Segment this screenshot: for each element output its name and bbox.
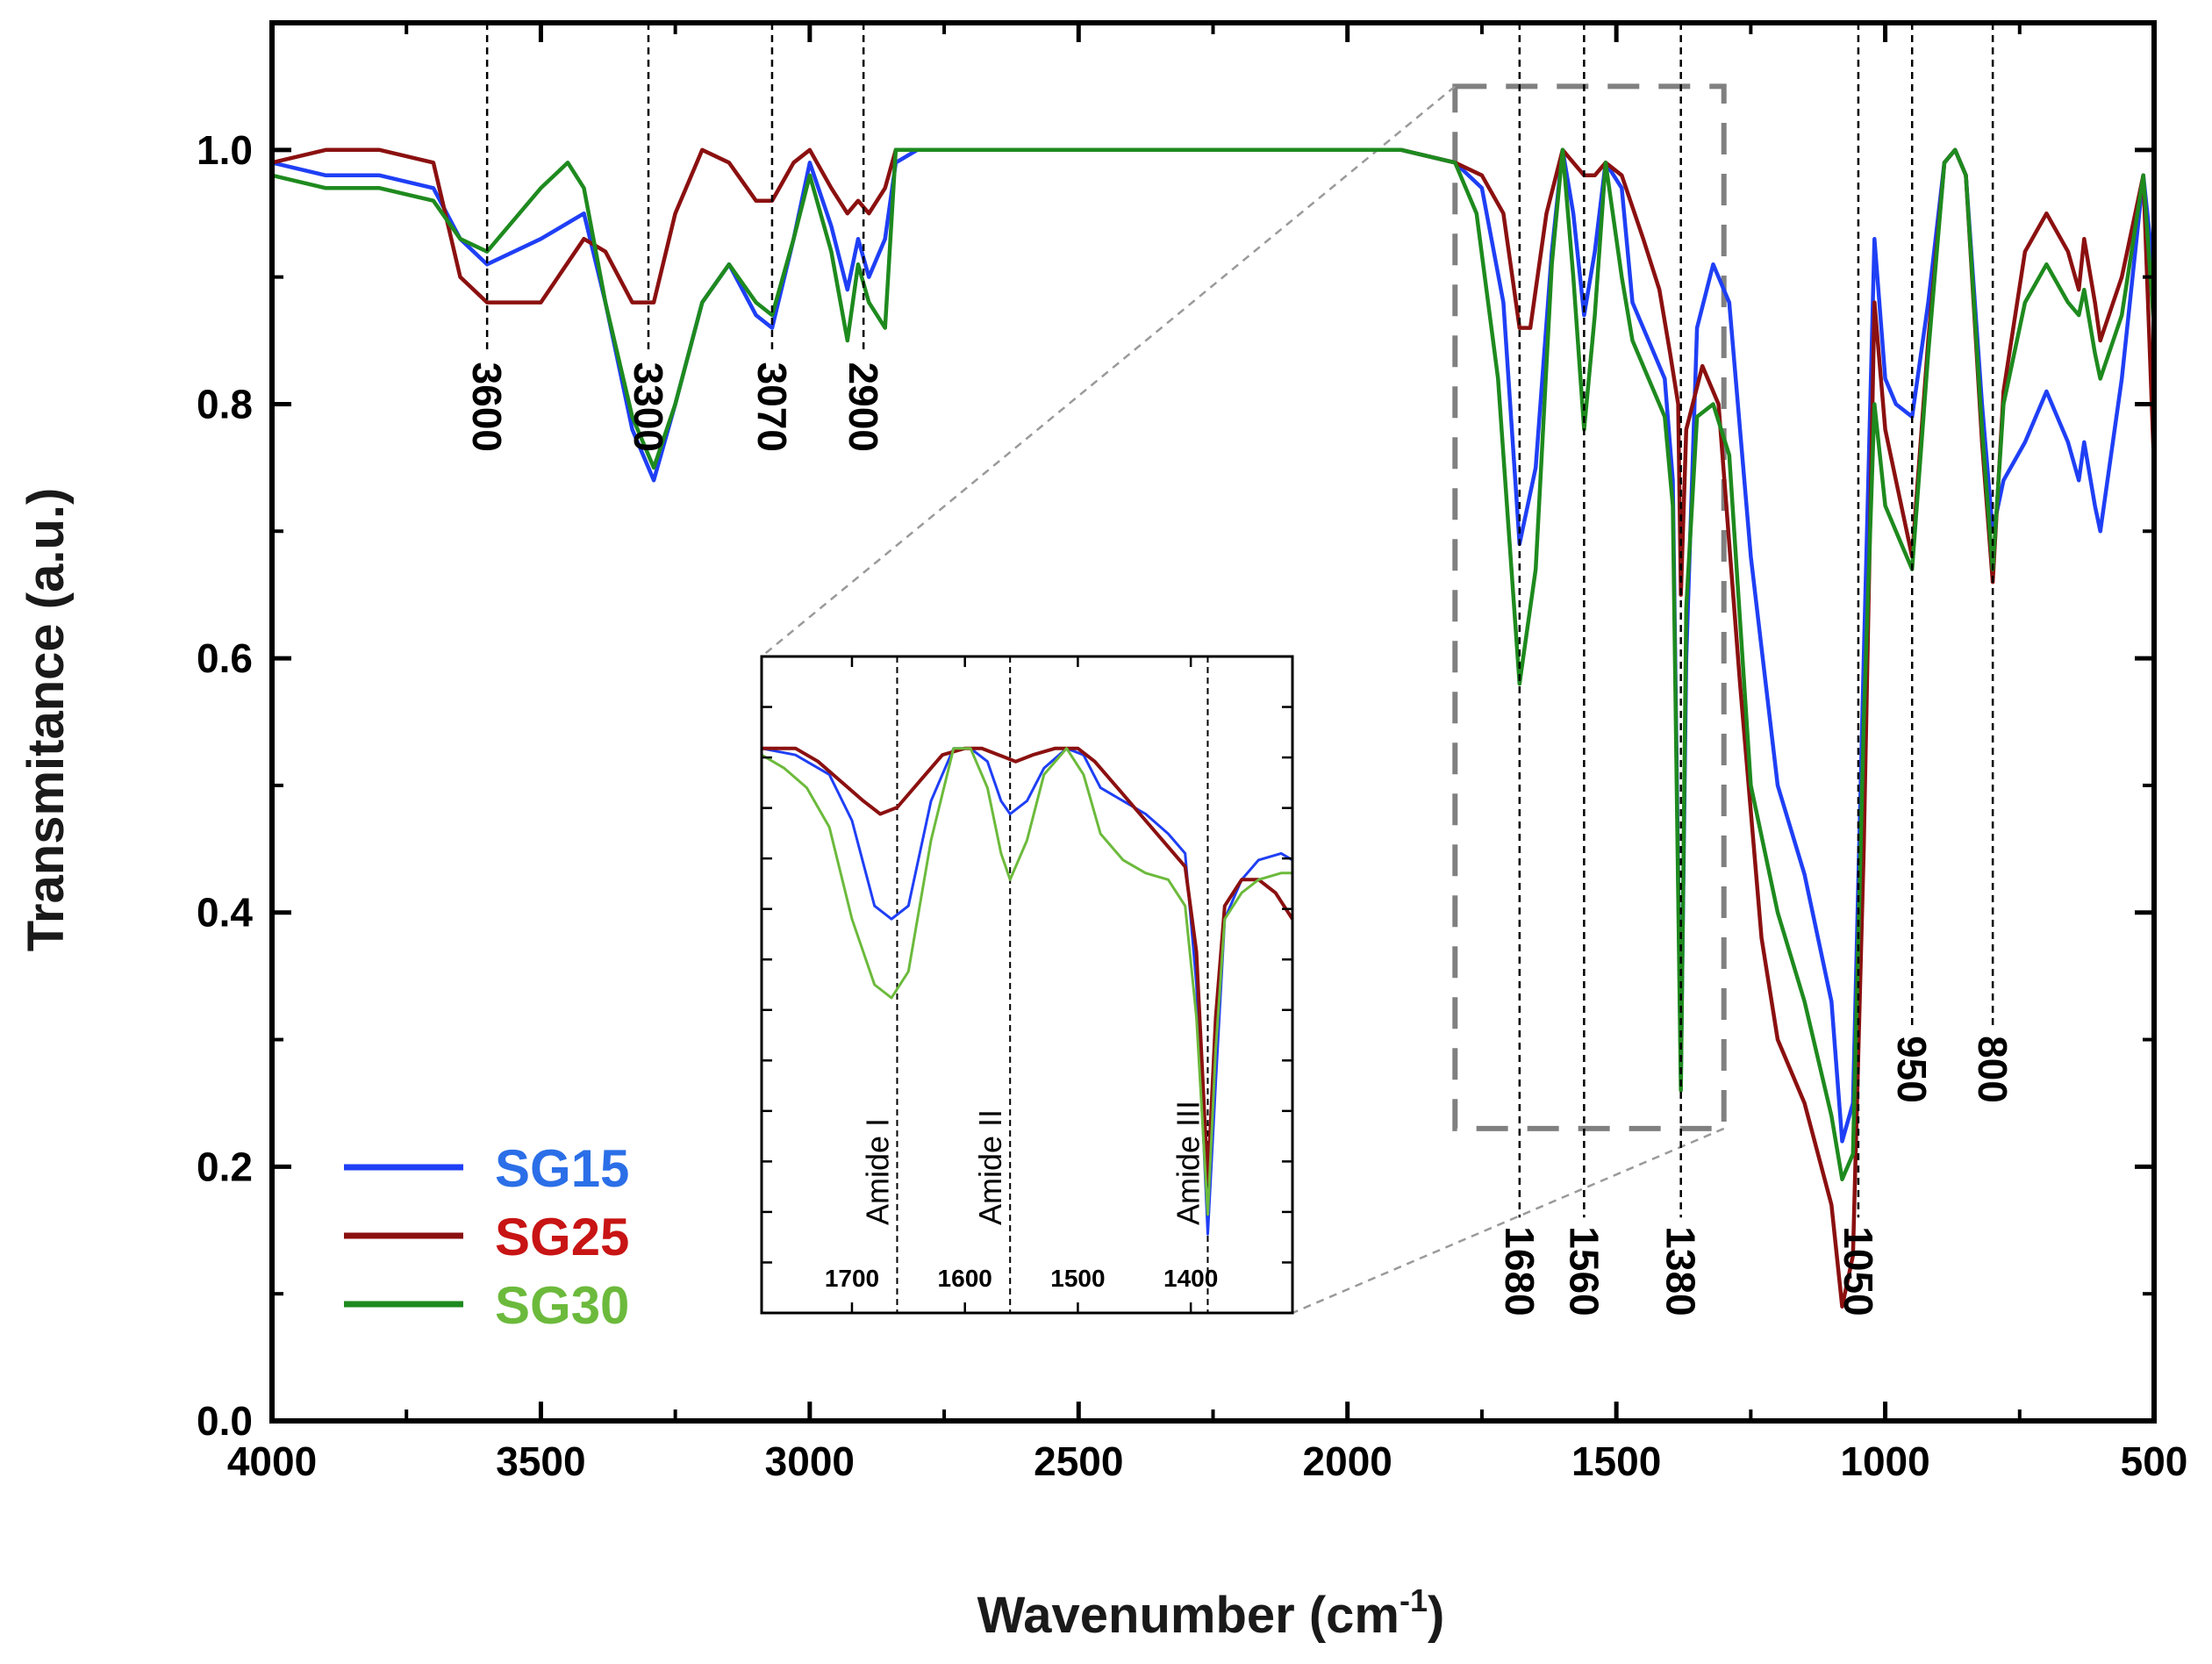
peak-label-1380: 1380: [1658, 1226, 1704, 1316]
inset-tick-group: 1700 1600 1500 1400: [762, 656, 1292, 1313]
peak-marker-group: 3600 3300 3070 2900 1680 1560 1380 1050 950 800: [464, 23, 2015, 1316]
x-tick-label-2000: 2000: [1303, 1438, 1392, 1484]
main-series-group: [271, 147, 2157, 1309]
series-line-sg30: [271, 147, 2157, 1182]
legend-label-sg15: SG15: [495, 1139, 629, 1198]
amide-label-amide-ii: Amide II: [972, 1109, 1008, 1225]
zoom-box-group: [761, 83, 1727, 1315]
inset-series-line-sg15: [761, 747, 1293, 1236]
zoom-link-top: [761, 85, 1457, 657]
x-tick-label-3000: 3000: [765, 1438, 855, 1484]
inset-frame: [760, 655, 1294, 1315]
inset-marker-group: Amide I Amide II Amide III: [859, 656, 1209, 1313]
peak-label-3070: 3070: [749, 362, 795, 452]
x-tick-label-3500: 3500: [496, 1438, 585, 1484]
y-tick-label-0.4: 0.4: [197, 890, 253, 936]
axis-tick-group: 4000 3500 3000 2500 2000 1500 1000 500 0.0 0.2 0.4…: [197, 23, 2187, 1484]
amide-label-amide-iii: Amide III: [1170, 1101, 1206, 1225]
legend-label-sg25: SG25: [495, 1208, 629, 1266]
inset-x-tick-label-1500: 1500: [1050, 1265, 1105, 1292]
y-tick-label-0.0: 0.0: [197, 1398, 253, 1444]
x-tick-label-1500: 1500: [1571, 1438, 1661, 1484]
inset-series-line-sg25: [762, 746, 1294, 1184]
peak-label-800: 800: [1970, 1036, 2015, 1103]
peak-label-3300: 3300: [626, 362, 671, 452]
peak-label-3600: 3600: [464, 362, 510, 452]
peak-label-2900: 2900: [841, 362, 886, 452]
legend: SG15 SG25 SG30: [344, 1139, 629, 1335]
inset-background: [762, 656, 1292, 1313]
x-tick-label-1000: 1000: [1840, 1438, 1929, 1484]
inset-series-line-sg30: [761, 747, 1292, 1216]
x-tick-label-500: 500: [2121, 1438, 2188, 1484]
amide-label-amide-i: Amide I: [859, 1118, 895, 1225]
x-tick-label-4000: 4000: [227, 1438, 317, 1484]
x-tick-label-2500: 2500: [1034, 1438, 1123, 1484]
y-tick-label-0.2: 0.2: [197, 1144, 253, 1189]
inset-series-group: [761, 746, 1294, 1236]
y-axis-title: Transmitance (a.u.): [18, 488, 75, 952]
inset-x-tick-label-1400: 1400: [1163, 1265, 1218, 1292]
legend-label-sg30: SG30: [495, 1276, 629, 1335]
y-tick-label-1.0: 1.0: [197, 127, 253, 173]
inset-chart: Amide I Amide II Amide III 1700 1600 1500 140…: [760, 655, 1294, 1315]
x-axis-title: Wavenumber (cm-1): [977, 1582, 1445, 1644]
peak-label-1050: 1050: [1836, 1226, 1881, 1316]
inset-x-tick-label-1700: 1700: [825, 1265, 879, 1292]
zoom-box: [1452, 83, 1727, 1131]
peak-label-950: 950: [1889, 1036, 1935, 1103]
inset-x-tick-label-1600: 1600: [938, 1265, 992, 1292]
y-tick-label-0.6: 0.6: [197, 635, 253, 681]
peak-label-1560: 1560: [1561, 1226, 1607, 1316]
peak-label-1680: 1680: [1497, 1226, 1543, 1316]
y-tick-label-0.8: 0.8: [197, 381, 253, 427]
